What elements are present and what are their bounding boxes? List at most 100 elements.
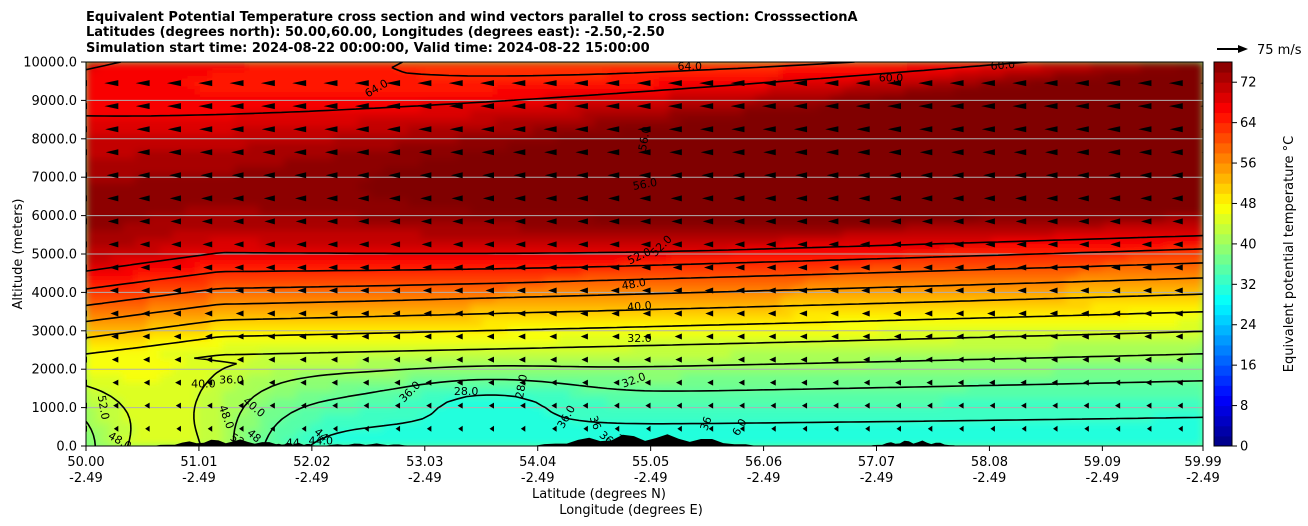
field-cell xyxy=(470,237,484,247)
field-cell xyxy=(222,149,236,159)
field-cell xyxy=(370,277,385,287)
field-cell xyxy=(209,245,224,255)
field-cell xyxy=(172,245,186,255)
field-cell xyxy=(854,413,869,423)
field-cell xyxy=(445,397,459,407)
wind-vector xyxy=(575,149,588,156)
field-cell xyxy=(1190,333,1203,343)
field-cell xyxy=(1165,229,1179,239)
field-cell xyxy=(346,317,360,327)
field-cell xyxy=(110,173,124,183)
field-cell xyxy=(97,389,112,399)
field-cell xyxy=(433,117,447,127)
field-cell xyxy=(321,181,335,191)
field-cell xyxy=(457,333,472,343)
field-cell xyxy=(892,189,906,199)
field-cell xyxy=(445,77,459,87)
field-cell xyxy=(594,277,608,287)
field-cell xyxy=(966,365,981,375)
wind-vector xyxy=(482,195,494,202)
field-cell xyxy=(296,413,310,423)
field-cell xyxy=(1140,117,1154,127)
field-cell xyxy=(1090,197,1105,207)
field-cell xyxy=(519,125,534,135)
field-cell xyxy=(457,221,472,231)
wind-vector xyxy=(829,264,839,271)
field-cell xyxy=(1028,181,1043,191)
field-cell xyxy=(358,269,372,279)
field-cell xyxy=(222,221,236,231)
field-cell xyxy=(879,389,894,399)
field-cell xyxy=(606,421,621,431)
field-cell xyxy=(370,261,385,271)
contour-label: 36 xyxy=(597,428,616,447)
field-cell xyxy=(730,405,745,415)
field-cell xyxy=(693,117,708,127)
field-cell xyxy=(656,261,670,271)
field-cell xyxy=(457,133,472,143)
field-cell xyxy=(110,93,124,103)
field-cell xyxy=(991,341,1005,351)
field-cell xyxy=(1115,293,1130,303)
field-cell xyxy=(991,157,1005,167)
field-cell xyxy=(507,165,521,175)
field-cell xyxy=(383,437,397,446)
field-cell xyxy=(433,125,447,135)
field-cell xyxy=(755,429,770,439)
field-cell xyxy=(470,229,484,239)
field-cell xyxy=(358,117,372,127)
field-cell xyxy=(408,413,422,423)
field-cell xyxy=(271,237,286,247)
field-cell xyxy=(619,173,633,183)
field-cell xyxy=(917,389,931,399)
wind-vector xyxy=(1200,105,1203,107)
field-cell xyxy=(420,405,435,415)
wind-vector xyxy=(797,241,808,248)
field-cell xyxy=(184,317,199,327)
field-cell xyxy=(122,69,137,79)
field-cell xyxy=(395,325,410,335)
field-cell xyxy=(1053,213,1067,223)
field-cell xyxy=(370,245,385,255)
wind-vector xyxy=(795,172,808,179)
field-cell xyxy=(97,421,112,431)
field-cell xyxy=(358,141,372,151)
wind-vector xyxy=(550,356,557,363)
field-cell xyxy=(1190,397,1203,407)
field-cell xyxy=(495,109,509,119)
field-cell xyxy=(1140,269,1154,279)
wind-vector xyxy=(1172,218,1183,225)
field-cell xyxy=(619,405,633,415)
wind-vector xyxy=(1113,356,1121,363)
field-cell xyxy=(842,62,856,71)
field-cell xyxy=(1003,77,1018,87)
wind-vector xyxy=(701,195,714,202)
field-cell xyxy=(1177,213,1192,223)
field-cell xyxy=(954,373,968,383)
field-cell xyxy=(370,181,385,191)
wind-vector xyxy=(833,425,839,432)
field-cell xyxy=(308,157,323,167)
terrain-hill xyxy=(264,442,321,446)
field-cell xyxy=(519,141,534,151)
field-cell xyxy=(941,157,956,167)
field-cell xyxy=(1140,277,1154,287)
field-cell xyxy=(594,429,608,439)
field-cell xyxy=(1028,197,1043,207)
field-cell xyxy=(383,333,397,343)
field-cell xyxy=(854,277,869,287)
field-cell xyxy=(854,269,869,279)
field-cell xyxy=(631,309,645,319)
field-cell xyxy=(1090,437,1105,446)
field-cell xyxy=(135,229,149,239)
field-cell xyxy=(122,117,137,127)
wind-vector xyxy=(642,310,651,317)
field-cell xyxy=(1041,421,1055,431)
wind-vector xyxy=(1051,356,1058,363)
field-cell xyxy=(135,269,149,279)
field-cell xyxy=(929,349,943,359)
field-cell xyxy=(557,285,571,295)
field-cell xyxy=(544,69,559,79)
contour-label: 36.0 xyxy=(219,374,244,387)
field-cell xyxy=(246,69,261,79)
